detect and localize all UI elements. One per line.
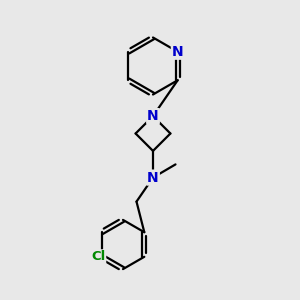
Text: N: N <box>147 171 159 184</box>
Text: Cl: Cl <box>91 250 105 263</box>
Text: N: N <box>147 109 159 123</box>
Text: N: N <box>172 45 184 59</box>
